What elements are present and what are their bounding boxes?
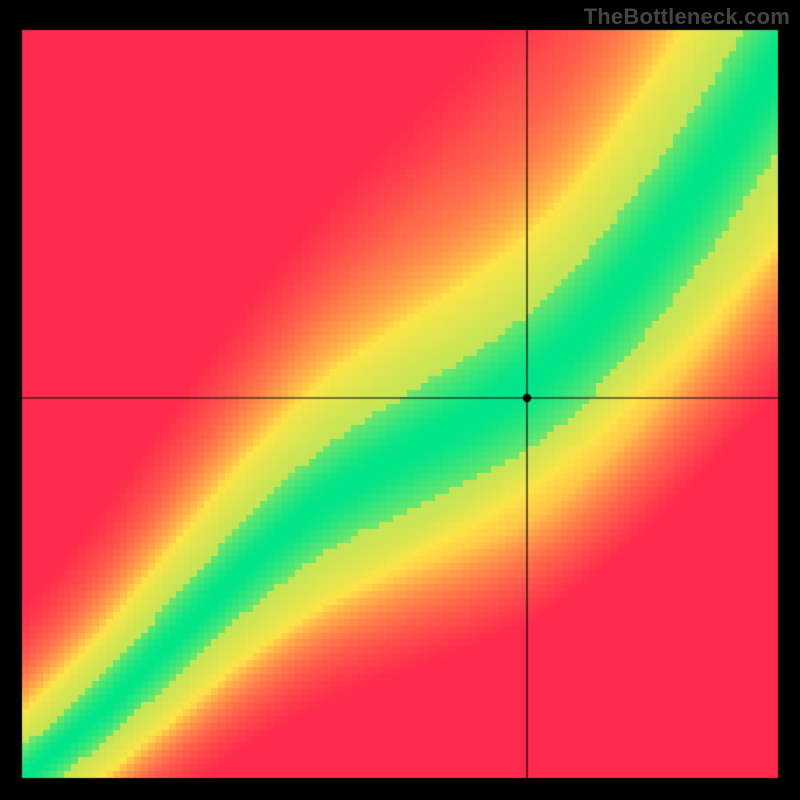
chart-container: TheBottleneck.com [0,0,800,800]
bottleneck-heatmap [0,0,800,800]
